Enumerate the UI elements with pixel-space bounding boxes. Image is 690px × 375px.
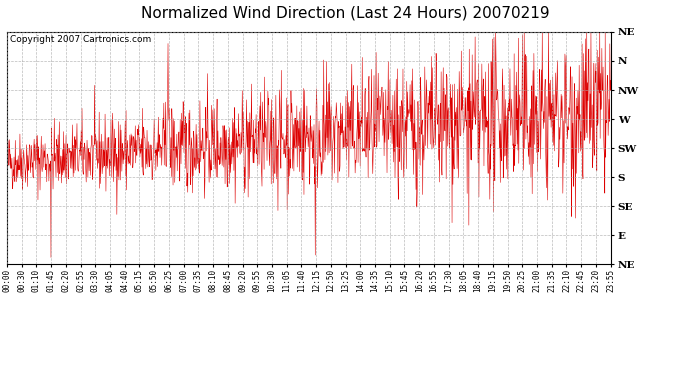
Text: Normalized Wind Direction (Last 24 Hours) 20070219: Normalized Wind Direction (Last 24 Hours… xyxy=(141,6,549,21)
Text: Copyright 2007 Cartronics.com: Copyright 2007 Cartronics.com xyxy=(10,35,151,44)
